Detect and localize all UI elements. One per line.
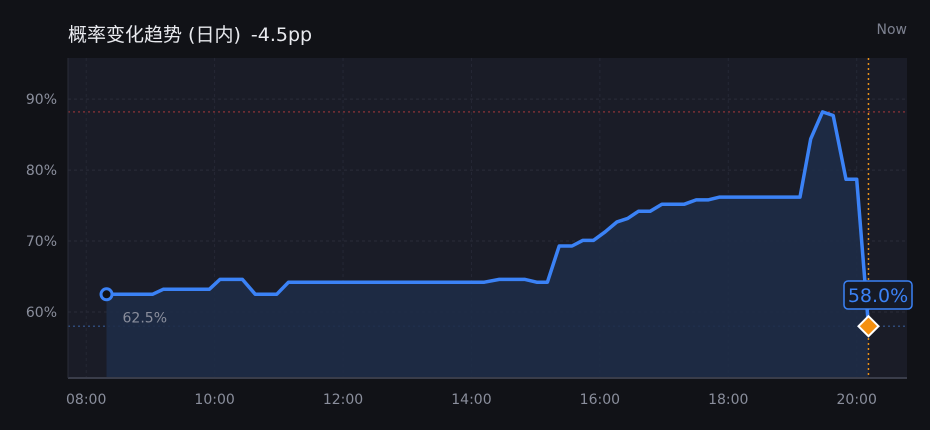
x-tick-label: 16:00 xyxy=(580,392,620,408)
current-value-label: 58.0% xyxy=(848,285,908,307)
y-tick-label: 80% xyxy=(26,163,57,179)
x-tick-label: 10:00 xyxy=(194,392,234,408)
x-tick-label: 14:00 xyxy=(451,392,491,408)
y-tick-label: 60% xyxy=(26,305,57,321)
y-tick-label: 90% xyxy=(26,92,57,108)
current-value-box xyxy=(843,280,913,310)
chart-title: 概率变化趋势 (日内) -4.5pp xyxy=(68,20,312,47)
delta-value: -4.5pp xyxy=(250,24,313,46)
now-label: Now xyxy=(876,22,908,38)
x-tick-label: 18:00 xyxy=(708,392,748,408)
current-diamond-marker xyxy=(857,314,880,338)
y-tick-label: 70% xyxy=(26,234,57,250)
x-tick-label: 08:00 xyxy=(66,392,106,408)
start-value-label: 62.5% xyxy=(123,310,167,326)
x-tick-label: 12:00 xyxy=(323,392,363,408)
title-text: 概率变化趋势 (日内) xyxy=(68,24,241,46)
area-fill xyxy=(106,111,869,379)
start-marker xyxy=(99,287,114,302)
x-tick-label: 20:00 xyxy=(837,392,877,408)
